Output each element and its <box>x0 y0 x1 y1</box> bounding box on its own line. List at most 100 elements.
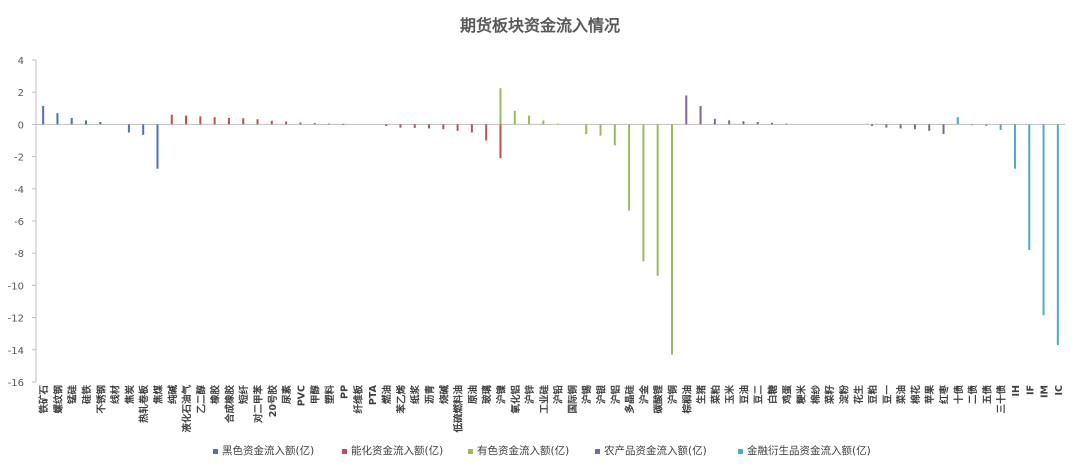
x-tick-label: 碳酸锂 <box>653 385 665 414</box>
bar-沪铅 <box>556 123 559 125</box>
legend-label: 农产品资金流入额(亿) <box>604 444 707 457</box>
bar-短纤 <box>242 118 245 125</box>
bar-IC <box>1056 124 1059 345</box>
legend-item: 金融衍生品资金流入额(亿) <box>738 444 871 457</box>
x-tick-label: 热轧卷板 <box>138 385 150 424</box>
bars-group <box>42 88 1059 355</box>
x-tick-label: 硅铁 <box>81 385 93 405</box>
x-tick-label: 乙二醇 <box>195 385 207 414</box>
x-tick-label: 线材 <box>110 385 122 405</box>
bar-塑料 <box>327 123 330 125</box>
x-tick-label: 烧碱 <box>438 385 450 405</box>
bar-合成橡胶 <box>227 117 230 125</box>
x-tick-label: 原油 <box>467 385 479 404</box>
bar-纸浆 <box>413 124 416 128</box>
bar-焦炭 <box>127 124 130 133</box>
bar-鸡蛋 <box>785 123 788 125</box>
x-tick-label: 20号胶 <box>267 385 279 418</box>
x-tick-label: 菜油 <box>896 385 908 405</box>
bar-生猪 <box>699 105 702 125</box>
bar-甲醇 <box>313 123 316 125</box>
bar-菜油 <box>899 124 902 129</box>
x-tick-label: 液化石油气 <box>181 385 193 433</box>
bar-沪镍 <box>499 124 502 159</box>
x-tick-label: 生猪 <box>696 385 708 405</box>
bar-氧化铝 <box>513 110 516 125</box>
x-tick-label: 花生 <box>853 385 865 405</box>
x-tick-label: 尿素 <box>281 385 293 405</box>
legend-label: 黑色资金流入额(亿) <box>222 444 314 457</box>
bar-豆油 <box>742 121 745 125</box>
bar-PVC <box>299 122 302 125</box>
x-tick-label: 对二甲苯 <box>253 385 265 424</box>
x-tick-label: 沪镍 <box>495 385 507 405</box>
x-tick-label: 短纤 <box>238 385 250 405</box>
x-tick-label: 沪金 <box>638 385 650 405</box>
y-tick-label: -6 <box>14 217 24 228</box>
x-tick-label: PTA <box>368 384 379 405</box>
x-tick-label: 沪铅 <box>553 385 565 405</box>
y-tick-label: 2 <box>18 88 24 99</box>
x-tick-label: IM <box>1040 385 1051 398</box>
x-tick-label: 十债 <box>953 385 965 405</box>
bar-五债 <box>985 124 988 127</box>
bar-尿素 <box>285 121 288 125</box>
x-tick-label: 合成橡胶 <box>224 385 236 424</box>
x-tick-label: 豆油 <box>738 385 750 404</box>
bar-沪镍 <box>499 88 502 125</box>
bar-沪银 <box>599 124 602 136</box>
bar-沪金 <box>642 124 645 262</box>
x-tick-label: 三十债 <box>996 385 1008 414</box>
bar-原油 <box>470 124 473 133</box>
x-tick-label: 甲醇 <box>310 385 322 405</box>
x-tick-label: 粳米 <box>796 385 808 406</box>
legend-item: 有色资金流入额(亿) <box>468 444 569 457</box>
bar-IM <box>1042 124 1045 316</box>
y-tick-label: -8 <box>14 249 24 260</box>
bar-焦煤 <box>156 124 159 169</box>
bar-螺纹钢 <box>56 113 59 125</box>
bar-低硫燃料油 <box>456 124 459 131</box>
bar-苹果 <box>928 124 931 131</box>
bar-沪铝 <box>613 124 616 146</box>
x-tick-label: 沪铜 <box>667 385 679 405</box>
bar-乙二醇 <box>199 116 202 125</box>
bar-豆一 <box>885 124 888 128</box>
x-tick-label: 白糖 <box>767 385 779 405</box>
x-tick-label: 五债 <box>981 385 993 405</box>
x-tick-label: 棉花 <box>910 385 922 405</box>
x-tick-label: 多晶硅 <box>624 385 636 414</box>
bar-纯碱 <box>170 114 173 125</box>
y-axis: 4 2 0 -2 -4 -6 -8 -10 -12 -14 -16 <box>8 56 1065 389</box>
bar-碳酸锂 <box>656 124 659 276</box>
y-tick-label: 0 <box>18 120 24 131</box>
bar-锰硅 <box>70 117 73 125</box>
y-tick-label: -16 <box>8 378 24 389</box>
legend-item: 农产品资金流入额(亿) <box>595 444 707 457</box>
x-tick-label: 沪银 <box>596 385 608 405</box>
legend-swatch <box>342 449 347 454</box>
legend-swatch <box>738 449 743 454</box>
bar-沪锌 <box>528 115 531 125</box>
bar-苯乙烯 <box>399 124 402 128</box>
bar-十债 <box>956 117 959 125</box>
bar-IH <box>1013 124 1016 169</box>
bar-硅铁 <box>85 120 88 125</box>
bar-沪铜 <box>670 124 673 355</box>
x-tick-label: 豆一 <box>882 385 893 405</box>
x-tick-label: 纤维板 <box>353 385 365 414</box>
x-tick-label: 国际铜 <box>567 385 579 414</box>
x-tick-label: 沪锡 <box>581 385 593 405</box>
bar-烧碱 <box>442 124 445 130</box>
bar-铁矿石 <box>42 105 45 125</box>
legend-swatch <box>468 449 473 454</box>
legend-swatch <box>595 449 600 454</box>
y-tick-label: 4 <box>18 56 24 67</box>
bar-豆粕 <box>871 124 874 127</box>
bar-二债 <box>971 124 974 126</box>
y-tick-label: -12 <box>8 314 24 325</box>
bar-棉花 <box>913 124 916 130</box>
x-tick-label: 棕榈油 <box>681 385 693 415</box>
legend: 黑色资金流入额(亿) 能化资金流入额(亿) 有色资金流入额(亿) 农产品资金流入额(亿… <box>213 444 871 457</box>
